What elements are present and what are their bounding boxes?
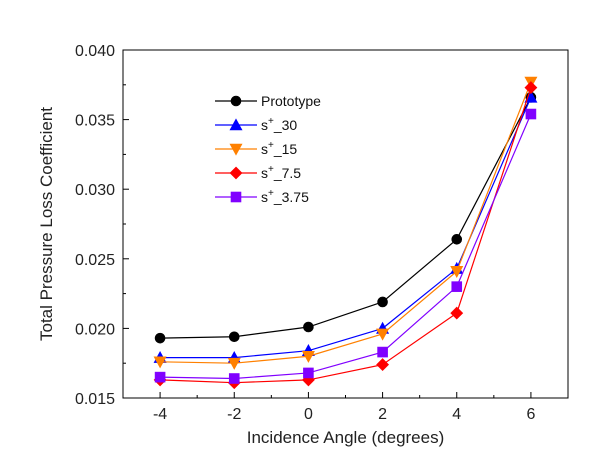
plot-frame <box>122 49 569 399</box>
legend-label-sup: + <box>268 164 274 175</box>
y-tick-label: 0.015 <box>75 391 115 408</box>
series-line <box>160 81 532 364</box>
series-line <box>160 97 532 359</box>
legend-swatch-marker <box>230 95 242 107</box>
data-point <box>153 356 167 369</box>
series-2 <box>153 76 538 370</box>
data-point <box>451 234 463 245</box>
legend-label-sup: + <box>268 116 274 127</box>
legend-item: s+_7.5 <box>215 164 301 181</box>
data-point <box>227 357 241 370</box>
y-tick-label: 0.020 <box>75 321 115 338</box>
legend-item: s+_15 <box>215 140 297 157</box>
legend-label-sup: + <box>268 188 274 199</box>
data-point <box>450 266 464 278</box>
y-axis-title: Total Pressure Loss Coefficient <box>37 107 56 341</box>
data-point <box>525 108 537 120</box>
legend-swatch-marker <box>229 143 243 156</box>
legend-label-sup: + <box>268 140 274 151</box>
series-line <box>160 97 532 339</box>
data-point <box>154 332 166 344</box>
x-tick-label: 6 <box>526 406 535 423</box>
data-point <box>301 350 315 363</box>
series-layer <box>153 76 538 390</box>
x-tick-label: 4 <box>452 406 461 423</box>
series-line <box>160 113 532 380</box>
data-point <box>303 321 314 333</box>
legend-label-rest: _7.5 <box>273 165 301 181</box>
x-tick-label: -2 <box>227 406 241 423</box>
legend-item: s+_30 <box>215 116 297 133</box>
data-point <box>450 306 464 320</box>
x-tick-label: -4 <box>153 406 167 423</box>
legend-label: s+_3.75 <box>261 188 309 205</box>
data-point <box>228 331 240 343</box>
series-1 <box>153 90 538 363</box>
legend-swatch-marker <box>230 191 242 203</box>
legend-label-rest: _3.75 <box>273 189 309 205</box>
legend-label-rest: _30 <box>273 117 298 133</box>
series-4 <box>154 108 537 384</box>
data-point <box>376 358 390 372</box>
legend-label-base: s <box>261 141 268 157</box>
legend-label-base: s <box>261 117 268 133</box>
data-point <box>524 81 538 95</box>
legend-item: Prototype <box>215 93 321 109</box>
data-point <box>451 281 463 292</box>
y-tick-label: 0.040 <box>75 43 115 60</box>
data-point <box>377 346 388 358</box>
legend-label-rest: _15 <box>273 141 298 157</box>
x-axis-title: Incidence Angle (degrees) <box>247 428 445 447</box>
series-line <box>160 87 532 384</box>
data-point <box>154 371 166 383</box>
data-point <box>303 367 314 379</box>
data-point <box>376 328 390 341</box>
legend-label-base: s <box>261 165 268 181</box>
data-point <box>228 373 240 384</box>
y-tick-label: 0.035 <box>75 113 115 130</box>
axis-ticks: -4 -2 0 2 4 6 0.015 0.020 0.025 0.030 0.035 0.040 <box>75 43 569 423</box>
legend-label-base: s <box>261 189 268 205</box>
data-point <box>377 296 388 308</box>
legend-label: s+_7.5 <box>261 164 301 181</box>
legend-label: s+_30 <box>261 116 297 133</box>
legend-swatch-marker <box>229 166 243 180</box>
legend-swatch-marker <box>229 118 243 131</box>
legend-label: Prototype <box>261 93 321 109</box>
y-tick-label: 0.025 <box>75 252 115 269</box>
y-tick-label: 0.030 <box>75 182 115 199</box>
legend-item: s+_3.75 <box>215 188 309 205</box>
x-tick-label: 0 <box>304 406 313 423</box>
legend-label: s+_15 <box>261 140 297 157</box>
x-tick-label: 2 <box>378 406 387 423</box>
